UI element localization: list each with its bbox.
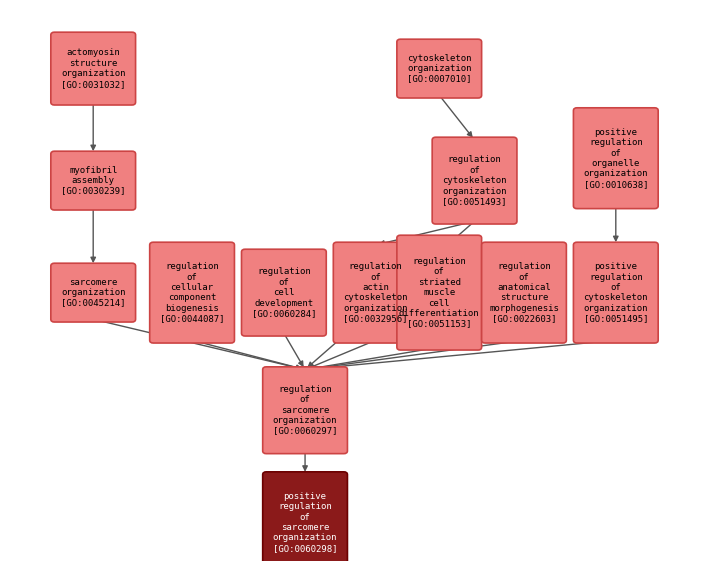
- Text: regulation
of
cellular
component
biogenesis
[GO:0044087]: regulation of cellular component biogene…: [160, 262, 224, 323]
- FancyBboxPatch shape: [333, 242, 418, 343]
- FancyBboxPatch shape: [51, 263, 135, 322]
- FancyBboxPatch shape: [263, 367, 347, 454]
- FancyBboxPatch shape: [574, 108, 658, 209]
- Text: sarcomere
organization
[GO:0045214]: sarcomere organization [GO:0045214]: [61, 278, 125, 307]
- Text: myofibril
assembly
[GO:0030239]: myofibril assembly [GO:0030239]: [61, 166, 125, 195]
- Text: cytoskeleton
organization
[GO:0007010]: cytoskeleton organization [GO:0007010]: [407, 53, 471, 83]
- FancyBboxPatch shape: [397, 39, 481, 98]
- Text: actomyosin
structure
organization
[GO:0031032]: actomyosin structure organization [GO:00…: [61, 48, 125, 89]
- Text: positive
regulation
of
sarcomere
organization
[GO:0060298]: positive regulation of sarcomere organiz…: [273, 491, 337, 553]
- Text: regulation
of
striated
muscle
cell
differentiation
[GO:0051153]: regulation of striated muscle cell diffe…: [399, 257, 479, 328]
- FancyBboxPatch shape: [481, 242, 566, 343]
- Text: regulation
of
actin
cytoskeleton
organization
[GO:0032956]: regulation of actin cytoskeleton organiz…: [343, 262, 408, 323]
- Text: positive
regulation
of
cytoskeleton
organization
[GO:0051495]: positive regulation of cytoskeleton orga…: [584, 262, 648, 323]
- FancyBboxPatch shape: [432, 137, 517, 224]
- Text: regulation
of
anatomical
structure
morphogenesis
[GO:0022603]: regulation of anatomical structure morph…: [489, 262, 559, 323]
- FancyBboxPatch shape: [242, 249, 326, 336]
- FancyBboxPatch shape: [51, 151, 135, 210]
- FancyBboxPatch shape: [263, 472, 347, 563]
- FancyBboxPatch shape: [51, 32, 135, 105]
- Text: regulation
of
sarcomere
organization
[GO:0060297]: regulation of sarcomere organization [GO…: [273, 385, 337, 436]
- FancyBboxPatch shape: [574, 242, 658, 343]
- Text: regulation
of
cytoskeleton
organization
[GO:0051493]: regulation of cytoskeleton organization …: [442, 155, 507, 206]
- FancyBboxPatch shape: [397, 235, 481, 350]
- FancyBboxPatch shape: [150, 242, 235, 343]
- Text: regulation
of
cell
development
[GO:0060284]: regulation of cell development [GO:00602…: [252, 267, 316, 318]
- Text: positive
regulation
of
organelle
organization
[GO:0010638]: positive regulation of organelle organiz…: [584, 128, 648, 189]
